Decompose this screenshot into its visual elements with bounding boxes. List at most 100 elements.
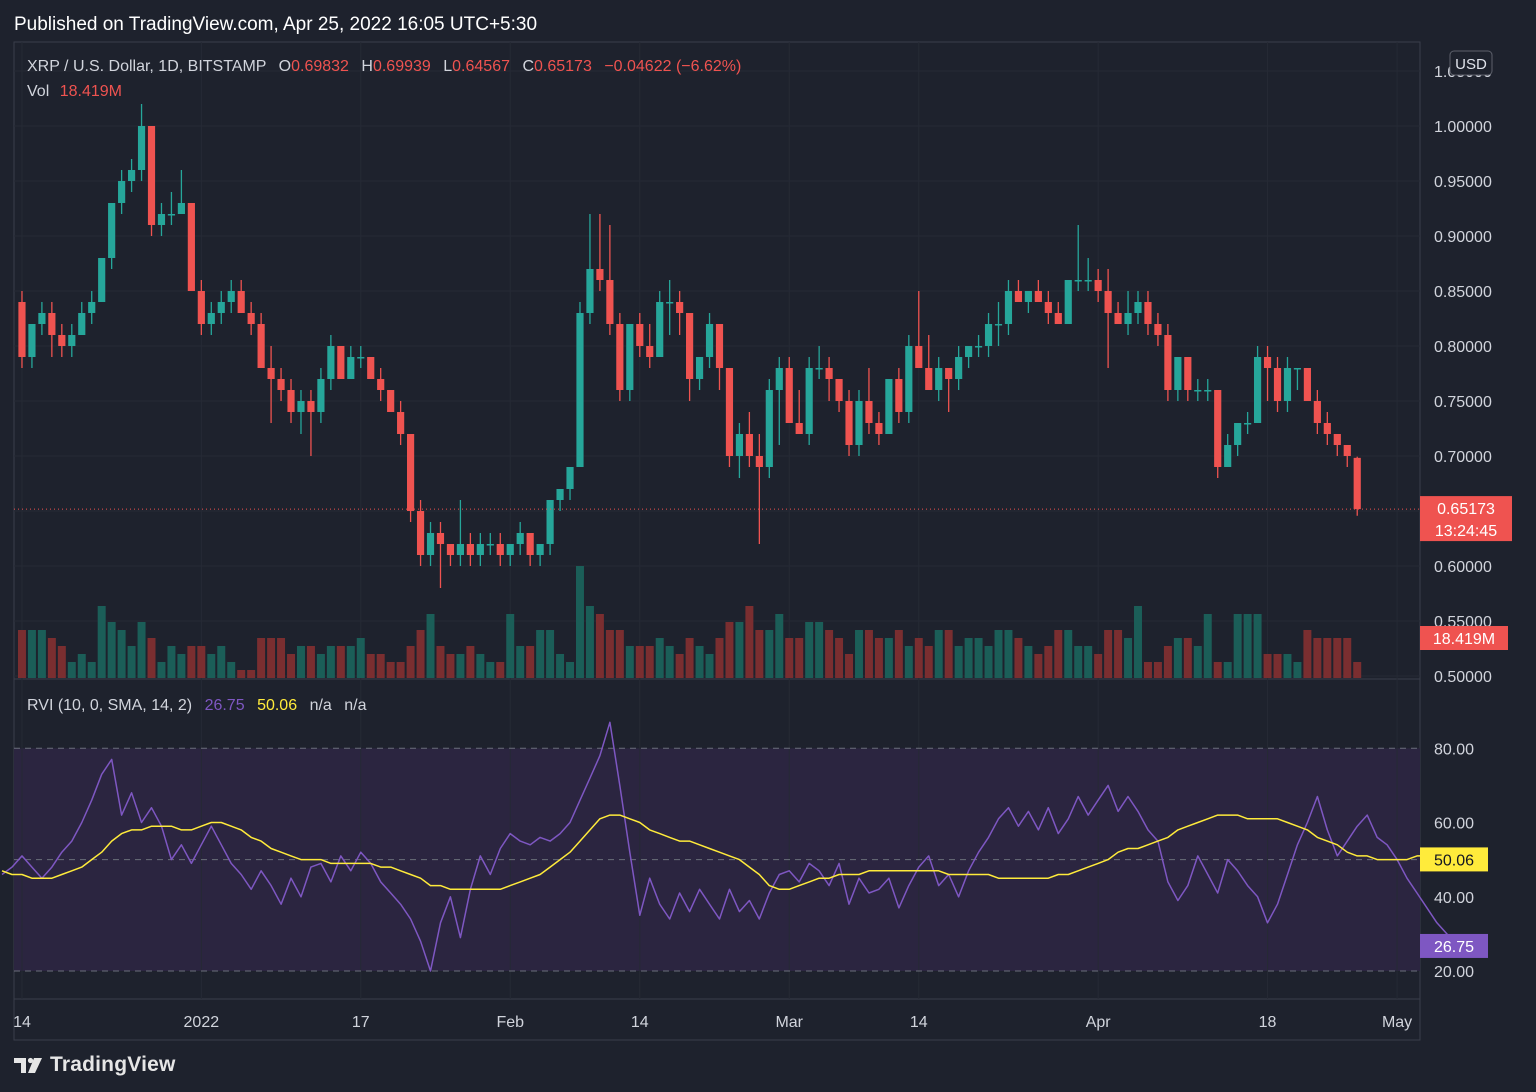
volume-bar bbox=[57, 646, 66, 678]
candle-body bbox=[745, 434, 753, 456]
candle-body bbox=[945, 368, 953, 379]
candle-body bbox=[456, 544, 464, 555]
volume-bar bbox=[1273, 654, 1282, 678]
rvi-tick-label: 80.00 bbox=[1434, 741, 1474, 758]
volume-bar bbox=[177, 654, 186, 678]
legend-open-label: O bbox=[279, 58, 291, 75]
candle-body bbox=[855, 401, 863, 445]
volume-bar bbox=[785, 638, 794, 678]
candle-body bbox=[516, 533, 524, 544]
volume-bar bbox=[954, 646, 963, 678]
candle-body bbox=[984, 324, 993, 346]
volume-bar bbox=[247, 670, 256, 678]
candle-body bbox=[735, 434, 744, 456]
candle-body bbox=[137, 126, 146, 170]
candle-body bbox=[1114, 313, 1122, 324]
candle-body bbox=[337, 346, 345, 379]
volume-legend-label[interactable]: Vol bbox=[27, 83, 49, 100]
candle-body bbox=[1154, 324, 1162, 335]
volume-bar bbox=[695, 646, 704, 678]
candle-body bbox=[935, 368, 943, 390]
candle-body bbox=[68, 335, 76, 346]
rvi-legend-label[interactable]: RVI (10, 0, SMA, 14, 2) bbox=[27, 697, 192, 714]
candle-body bbox=[825, 368, 833, 379]
rvi-tick-label: 40.00 bbox=[1434, 890, 1474, 907]
rvi-tick-label: 60.00 bbox=[1434, 816, 1474, 833]
volume-bar bbox=[1153, 662, 1162, 678]
legend-symbol[interactable]: XRP / U.S. Dollar, 1D, BITSTAMP bbox=[27, 58, 266, 75]
candle-body bbox=[755, 456, 763, 467]
volume-bar bbox=[406, 646, 415, 678]
candle-body bbox=[48, 313, 56, 335]
volume-bar bbox=[884, 638, 893, 678]
candle-body bbox=[885, 379, 893, 434]
candle-body bbox=[586, 269, 594, 313]
price-tick-label: 0.90000 bbox=[1434, 229, 1492, 246]
volume-bar bbox=[1163, 646, 1172, 678]
candle-body bbox=[407, 434, 415, 511]
candle-body bbox=[925, 368, 933, 390]
legend-high-value: 0.69939 bbox=[373, 58, 431, 75]
volume-bar bbox=[645, 646, 654, 678]
time-tick-label: Feb bbox=[496, 1014, 524, 1031]
volume-bar bbox=[396, 662, 405, 678]
volume-bar bbox=[934, 630, 943, 678]
volume-bar bbox=[825, 630, 834, 678]
volume-bar bbox=[546, 630, 555, 678]
candle-body bbox=[666, 302, 674, 304]
legend-close-value: 0.65173 bbox=[534, 58, 592, 75]
candle-body bbox=[875, 423, 883, 434]
candle-body bbox=[1293, 368, 1302, 370]
rvi-legend-na-2: n/a bbox=[344, 697, 366, 714]
candle-body bbox=[1174, 357, 1182, 390]
candle-body bbox=[705, 324, 714, 357]
candle-body bbox=[426, 533, 435, 555]
volume-bar bbox=[1203, 614, 1212, 678]
volume-bar bbox=[1343, 638, 1352, 678]
volume-bar bbox=[874, 638, 883, 678]
volume-bar bbox=[1293, 662, 1302, 678]
candle-body bbox=[775, 368, 783, 390]
volume-bar bbox=[615, 630, 624, 678]
volume-bar bbox=[197, 646, 206, 678]
brand-footer[interactable]: TradingView bbox=[14, 1053, 176, 1077]
volume-bar bbox=[1024, 646, 1033, 678]
volume-bar bbox=[566, 662, 575, 678]
legend-low-label: L bbox=[443, 58, 452, 75]
candle-body bbox=[118, 181, 126, 203]
candle-body bbox=[247, 313, 255, 324]
candle-body bbox=[636, 324, 644, 346]
candle-body bbox=[357, 357, 365, 359]
rvi-legend-na-1: n/a bbox=[310, 697, 332, 714]
candle-body bbox=[1283, 368, 1292, 401]
volume-bar bbox=[1253, 614, 1262, 678]
candle-body bbox=[267, 368, 275, 379]
candle-body bbox=[1004, 291, 1013, 324]
volume-bar bbox=[207, 654, 216, 678]
candle-body bbox=[1184, 357, 1192, 390]
candle-body bbox=[58, 335, 66, 346]
candle-body bbox=[1144, 302, 1152, 324]
candle-body bbox=[377, 379, 385, 390]
candle-body bbox=[1024, 291, 1032, 302]
candle-body bbox=[446, 544, 455, 555]
legend-row: XRP / U.S. Dollar, 1D, BITSTAMP O0.69832… bbox=[27, 58, 741, 75]
candle-body bbox=[297, 401, 305, 412]
price-tick-label: 0.80000 bbox=[1434, 339, 1492, 356]
candle-body bbox=[795, 423, 803, 434]
volume-bar bbox=[855, 630, 863, 678]
candle-body bbox=[1164, 335, 1172, 390]
volume-bar bbox=[765, 630, 774, 678]
candle-body bbox=[1034, 291, 1042, 302]
volume-bar bbox=[346, 646, 355, 678]
candle-body bbox=[845, 401, 853, 445]
price-tick-label: 0.60000 bbox=[1434, 559, 1492, 576]
volume-badge-value: 18.419M bbox=[1433, 631, 1495, 648]
candle-body bbox=[227, 291, 235, 302]
volume-bar bbox=[147, 638, 156, 678]
candle-body bbox=[676, 302, 684, 313]
volume-bar bbox=[107, 622, 116, 678]
currency-badge[interactable]: USD bbox=[1449, 50, 1493, 76]
candle-body bbox=[496, 544, 504, 555]
